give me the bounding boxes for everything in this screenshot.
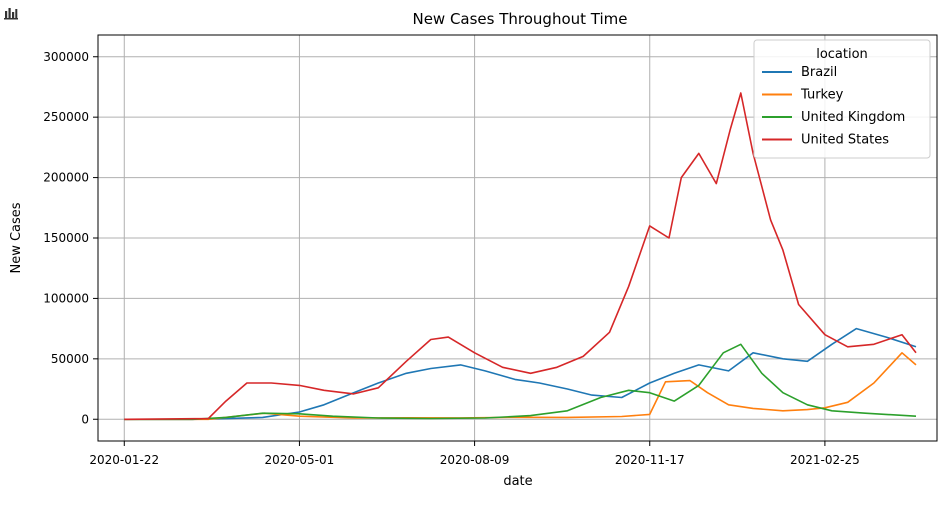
y-tick-label: 250000 xyxy=(43,110,89,124)
series-lines xyxy=(124,92,917,421)
y-tick-label: 50000 xyxy=(51,352,89,366)
y-tick-label: 200000 xyxy=(43,171,89,185)
x-tick-label: 2020-11-17 xyxy=(615,453,685,467)
legend-title: location xyxy=(816,47,868,62)
series-line-united-kingdom xyxy=(124,343,917,421)
x-axis-label: date xyxy=(503,474,532,489)
legend-entry-label: United Kingdom xyxy=(801,110,905,125)
y-axis-label: New Cases xyxy=(9,202,24,273)
legend-entry-label: Turkey xyxy=(800,88,844,103)
x-tick-label: 2020-05-01 xyxy=(265,453,335,467)
series-line-turkey xyxy=(124,351,917,421)
y-tick-label: 100000 xyxy=(43,291,89,305)
legend-entry-label: Brazil xyxy=(801,65,837,80)
series-line-brazil xyxy=(124,327,917,421)
x-tick-label: 2021-02-25 xyxy=(790,453,860,467)
x-tick-label: 2020-08-09 xyxy=(440,453,510,467)
series-line-united-states xyxy=(124,92,917,421)
y-tick-label: 0 xyxy=(81,412,89,426)
ticks: 2020-01-22 2020-05-01 2020-08-09 2020-11-17… xyxy=(43,50,860,467)
y-tick-label: 150000 xyxy=(43,231,89,245)
legend-box xyxy=(753,39,931,159)
legend: location Brazil Turkey United Kingdom Unite… xyxy=(753,39,931,159)
legend-entry-label: United States xyxy=(801,133,889,148)
y-tick-label: 300000 xyxy=(43,50,89,64)
chart-title: New Cases Throughout Time xyxy=(412,10,627,28)
x-tick-label: 2020-01-22 xyxy=(89,453,159,467)
bar-chart-icon[interactable] xyxy=(4,6,18,20)
